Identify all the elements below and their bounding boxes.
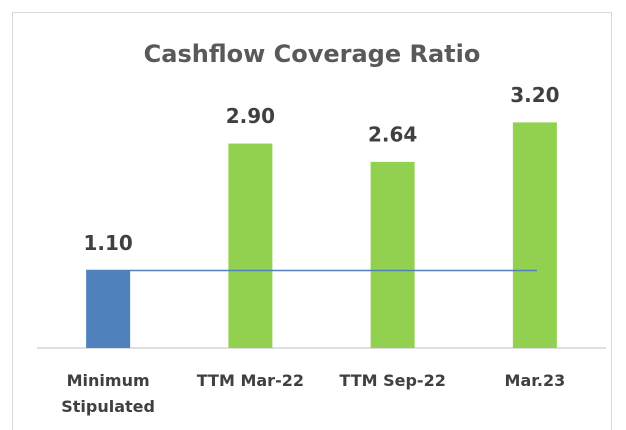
data-label: 2.90 [226, 104, 275, 128]
x-tick-label: TTM Sep-22 [339, 371, 446, 390]
x-tick-label: Minimum Stipulated [61, 371, 155, 416]
x-tick-label: Mar.23 [504, 371, 566, 390]
bar [512, 122, 557, 349]
chart-title: Cashflow Coverage Ratio [144, 40, 481, 68]
bar [228, 143, 273, 348]
x-tick-label: TTM Mar-22 [196, 371, 304, 390]
data-label: 2.64 [368, 122, 417, 146]
data-label: 3.20 [510, 83, 559, 107]
chart-frame [12, 12, 612, 430]
data-label: 1.10 [83, 231, 132, 255]
bar [370, 161, 415, 348]
bar [86, 270, 131, 348]
